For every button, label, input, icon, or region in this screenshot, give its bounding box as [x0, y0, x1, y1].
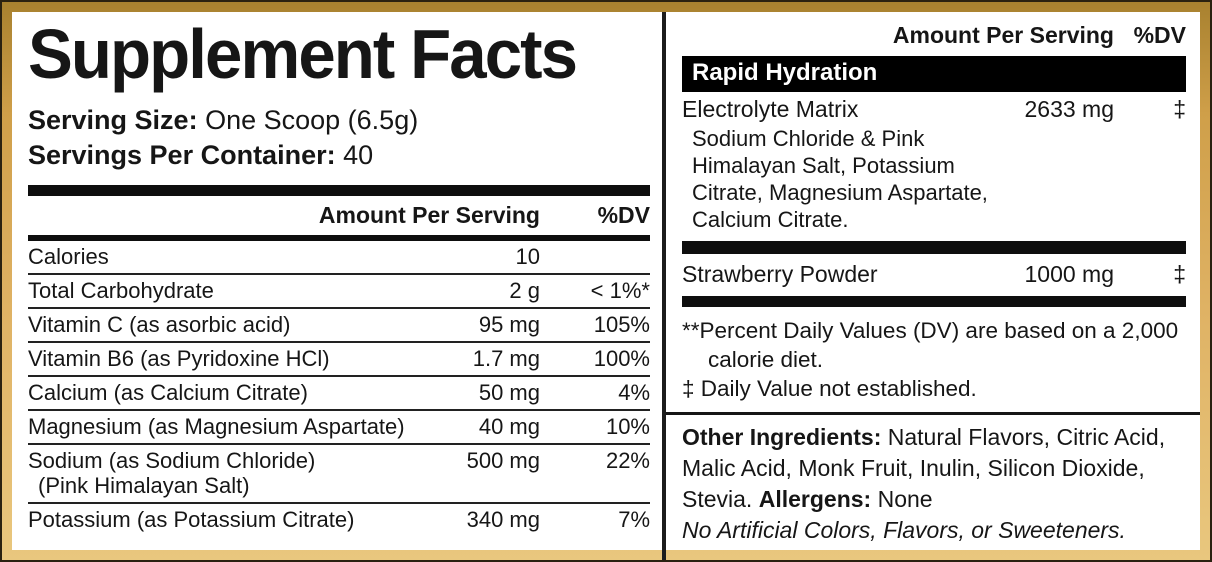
table-row-sodium: Sodium (as Sodium Chloride) (Pink Himalay… — [28, 445, 650, 504]
table-row-strawberry-powder: Strawberry Powder 1000 mg ‡ — [682, 254, 1186, 293]
other-ingredients-value: Natural Flavors, Citric Acid, Malic Acid… — [682, 424, 1166, 512]
other-ingredients-paragraph: Other Ingredients: Natural Flavors, Citr… — [682, 422, 1186, 515]
right-table-header: Amount Per Serving %DV — [682, 16, 1186, 56]
nutrient-dv: 100% — [593, 345, 650, 371]
table-row-vitamin-c: Vitamin C (as asorbic acid) 95 mg 105% — [28, 309, 650, 343]
nutrient-dv: < 1%* — [590, 277, 650, 303]
table-row-calories: Calories 10 — [28, 241, 650, 275]
medium-rule — [28, 234, 650, 241]
nutrient-dv: 105% — [593, 311, 650, 337]
nutrient-amount: 500 mg — [466, 447, 540, 473]
nutrient-dv: 4% — [618, 379, 650, 405]
nutrient-amount: 10 — [515, 243, 540, 269]
serving-size-label: Serving Size: — [28, 105, 198, 136]
allergens-value: None — [877, 486, 933, 512]
table-row-potassium: Potassium (as Potassium Citrate) 340 mg … — [28, 504, 650, 536]
nutrient-name: Total Carbohydrate — [28, 277, 214, 303]
servings-value: 40 — [343, 139, 374, 170]
no-artificial-claim: No Artificial Colors, Flavors, or Sweete… — [682, 517, 1126, 543]
nutrient-name: Potassium (as Potassium Citrate) — [28, 506, 355, 532]
sub-ingredient-line: Calcium Citrate. — [692, 207, 849, 232]
footnotes: **Percent Daily Values (DV) are based on… — [682, 316, 1186, 403]
nutrient-amount: 40 mg — [478, 413, 540, 439]
nutrient-name: Sodium (as Sodium Chloride) (Pink Himalay… — [28, 448, 467, 498]
serving-size-line: Serving Size: One Scoop (6.5g) — [28, 103, 650, 137]
nutrient-amount: 50 mg — [478, 379, 540, 405]
sub-ingredient-line: Citrate, Magnesium Aspartate, — [692, 180, 988, 205]
serving-size-value: One Scoop (6.5g) — [205, 105, 419, 136]
nutrient-name: Electrolyte Matrix — [682, 96, 859, 122]
serving-info: Serving Size: One Scoop (6.5g) Servings … — [28, 103, 650, 172]
thick-rule — [682, 241, 1186, 254]
thick-rule — [28, 184, 650, 196]
nutrient-amount: 2633 mg — [1024, 96, 1114, 122]
table-row-electrolyte-matrix: Electrolyte Matrix 2633 mg ‡ — [682, 92, 1186, 124]
nutrient-dv: ‡ — [1173, 261, 1186, 287]
amount-per-serving-header: Amount Per Serving — [318, 201, 540, 228]
right-column: Amount Per Serving %DV Rapid Hydration E… — [666, 12, 1200, 550]
other-ingredients-label: Other Ingredients: — [682, 424, 882, 450]
nutrient-name-sub: (Pink Himalayan Salt) — [38, 472, 250, 498]
nutrient-name-main: Sodium (as Sodium Chloride) — [28, 447, 316, 473]
nutrient-name: Strawberry Powder — [682, 261, 878, 287]
table-row-calcium: Calcium (as Calcium Citrate) 50 mg 4% — [28, 377, 650, 411]
page-title: Supplement Facts — [28, 15, 578, 93]
column-divider — [662, 12, 666, 560]
left-column: Supplement Facts Serving Size: One Scoop… — [12, 12, 662, 550]
table-row-magnesium: Magnesium (as Magnesium Aspartate) 40 mg… — [28, 411, 650, 445]
servings-per-container-line: Servings Per Container: 40 — [28, 138, 650, 172]
rapid-hydration-banner: Rapid Hydration — [682, 56, 1186, 92]
nutrient-amount: 1000 mg — [1024, 261, 1114, 287]
percent-dv-header: %DV — [1133, 22, 1186, 48]
table-row-carbohydrate: Total Carbohydrate 2 g < 1%* — [28, 275, 650, 309]
percent-dv-header: %DV — [597, 201, 650, 228]
electrolyte-sub-ingredients: Sodium Chloride & Pink Himalayan Salt, P… — [682, 124, 1186, 241]
nutrient-amount: 95 mg — [478, 311, 540, 337]
sub-ingredient-line: Sodium Chloride & Pink — [692, 126, 925, 151]
nutrient-dv: ‡ — [1173, 96, 1186, 122]
table-row-vitamin-b6: Vitamin B6 (as Pyridoxine HCl) 1.7 mg 10… — [28, 343, 650, 377]
nutrient-amount: 1.7 mg — [472, 345, 540, 371]
nutrient-dv: 10% — [605, 413, 650, 439]
nutrient-dv: 7% — [618, 506, 650, 532]
nutrient-name: Vitamin B6 (as Pyridoxine HCl) — [28, 345, 330, 371]
sub-ingredient-line: Himalayan Salt, Potassium — [692, 153, 955, 178]
percent-dv-footnote: **Percent Daily Values (DV) are based on… — [682, 318, 1179, 372]
nutrient-dv: 22% — [605, 447, 650, 473]
nutrient-amount: 2 g — [509, 277, 540, 303]
nutrient-name: Calcium (as Calcium Citrate) — [28, 379, 308, 405]
section-divider — [666, 412, 1200, 415]
amount-per-serving-header: Amount Per Serving — [892, 22, 1114, 48]
left-table-header: Amount Per Serving %DV — [28, 196, 650, 235]
label-inner-panel: Supplement Facts Serving Size: One Scoop… — [12, 12, 1200, 560]
nutrient-amount: 340 mg — [466, 506, 540, 532]
nutrient-name: Magnesium (as Magnesium Aspartate) — [28, 413, 405, 439]
allergens-label: Allergens: — [758, 486, 872, 512]
thick-rule — [682, 296, 1186, 307]
nutrient-name: Vitamin C (as asorbic acid) — [28, 311, 291, 337]
dagger-footnote: ‡ Daily Value not established. — [682, 376, 977, 401]
nutrient-name: Calories — [28, 243, 109, 269]
servings-label: Servings Per Container: — [28, 139, 336, 170]
